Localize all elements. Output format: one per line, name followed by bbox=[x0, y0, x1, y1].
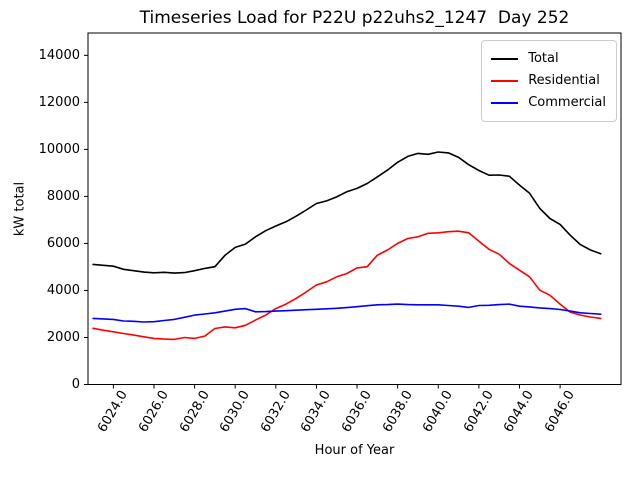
axes-spines bbox=[87, 32, 622, 385]
legend-line-swatch-residential bbox=[491, 80, 519, 82]
y-tick-label: 8000 bbox=[46, 188, 80, 204]
y-tick-label: 14000 bbox=[38, 47, 80, 63]
chart-title: Timeseries Load for P22U p22uhs2_1247 Da… bbox=[139, 8, 570, 28]
legend: Total Residential Commercial bbox=[481, 40, 617, 122]
legend-item-commercial: Commercial bbox=[491, 92, 606, 114]
y-tick-label: 6000 bbox=[46, 235, 80, 251]
y-tick-label: 12000 bbox=[38, 94, 80, 110]
series-line-commercial bbox=[92, 303, 602, 323]
legend-item-total: Total bbox=[491, 48, 606, 70]
series-line-total bbox=[92, 151, 602, 274]
y-tick-label: 4000 bbox=[46, 282, 80, 298]
legend-line-swatch-commercial bbox=[491, 102, 519, 104]
legend-label-total: Total bbox=[528, 51, 559, 66]
x-axis-label: Hour of Year bbox=[314, 443, 395, 458]
legend-item-residential: Residential bbox=[491, 70, 606, 92]
y-axis-label: kW total bbox=[12, 181, 28, 237]
y-tick-label: 2000 bbox=[46, 329, 80, 345]
legend-line-swatch-total bbox=[491, 58, 519, 60]
y-tick-label: 10000 bbox=[38, 141, 80, 157]
legend-label-commercial: Commercial bbox=[528, 95, 606, 110]
legend-label-residential: Residential bbox=[528, 73, 600, 88]
series-line-residential bbox=[92, 230, 602, 341]
y-tick-label: 0 bbox=[71, 377, 80, 392]
